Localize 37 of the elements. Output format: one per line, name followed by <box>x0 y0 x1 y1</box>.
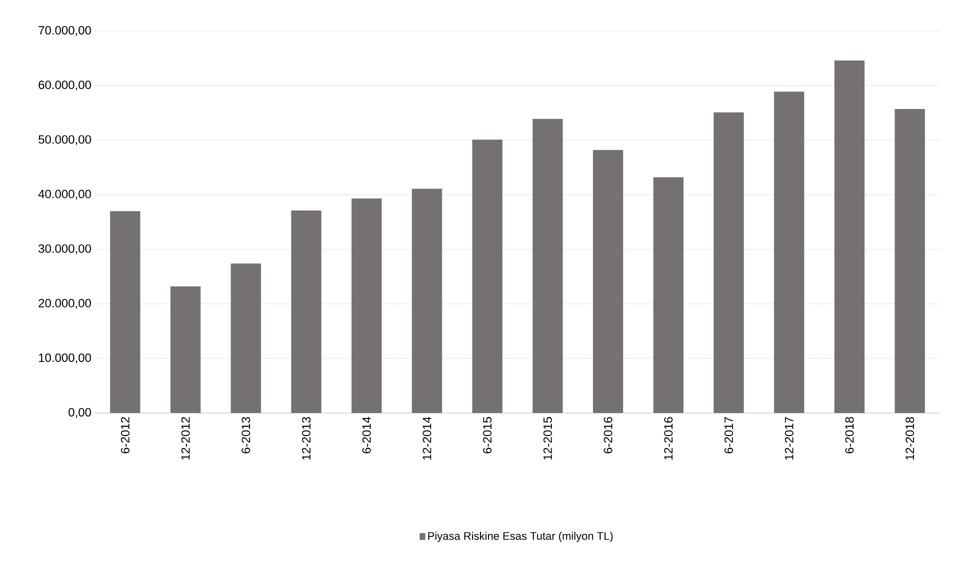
bar <box>532 118 563 413</box>
x-tick-label: 6-2017 <box>724 417 733 454</box>
legend-label: Piyasa Riskine Esas Tutar (milyon TL) <box>428 532 613 542</box>
x-tick-label: 12-2014 <box>422 416 432 460</box>
x-tick-label: 12-2018 <box>906 417 914 460</box>
y-tick-label: 40.000,00 <box>38 190 91 200</box>
bar <box>714 112 744 413</box>
bar <box>230 263 261 413</box>
x-tick-label: 12-2016 <box>664 417 673 460</box>
y-tick-label: 60.000,00 <box>38 80 91 91</box>
x-tick-label: 12-2017 <box>784 417 794 460</box>
bar <box>352 198 382 413</box>
x-tick-label: 6-2016 <box>604 417 612 454</box>
x-tick-label: 6-2018 <box>845 417 854 454</box>
y-tick-label: 20.000,00 <box>38 298 91 309</box>
bar <box>774 92 804 413</box>
x-tick-label: 6-2013 <box>242 417 250 454</box>
x-tick-label: 12-2015 <box>543 417 552 460</box>
y-tick-label: 0,00 <box>68 408 92 418</box>
bar <box>592 150 624 413</box>
bar <box>110 211 140 413</box>
bar <box>472 140 502 413</box>
bar <box>653 177 684 413</box>
y-tick-label: 70.000,00 <box>38 26 91 36</box>
y-tick-label: 10.000,00 <box>38 353 91 364</box>
bar <box>291 210 322 413</box>
y-tick-label: 50.000,00 <box>38 135 91 146</box>
bar <box>412 188 442 413</box>
bar <box>894 109 925 413</box>
bar <box>170 286 201 413</box>
x-tick-label: 6-2012 <box>120 417 130 454</box>
bar <box>834 60 865 413</box>
x-tick-label: 6-2015 <box>483 417 492 454</box>
x-tick-label: 6-2014 <box>362 416 371 454</box>
x-tick-label: 12-2012 <box>181 417 190 460</box>
x-tick-label: 12-2013 <box>302 417 310 460</box>
y-tick-label: 30.000,00 <box>38 244 91 254</box>
